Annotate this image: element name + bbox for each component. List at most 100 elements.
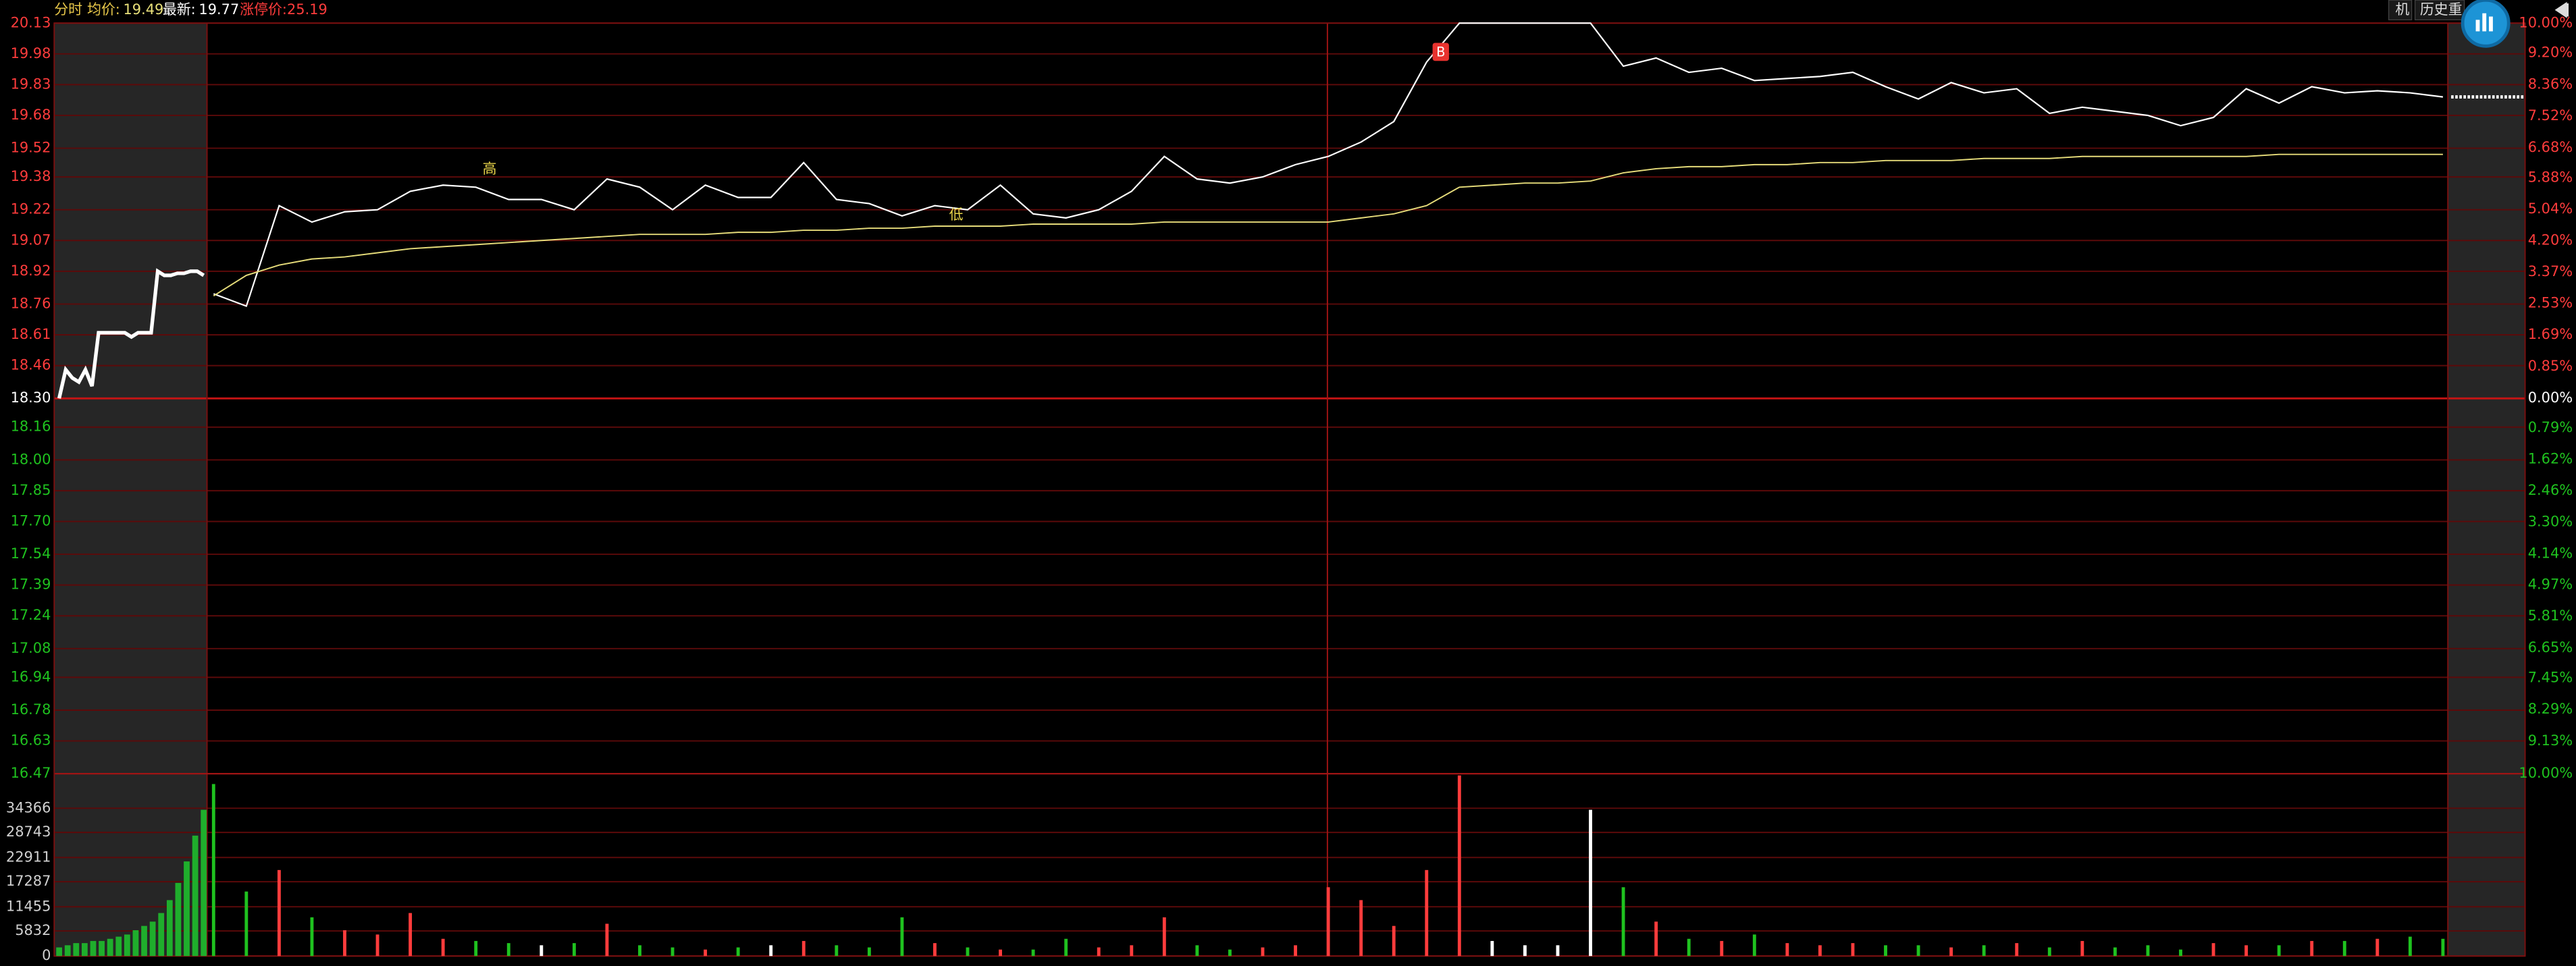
volume-tick-label: 22911 bbox=[6, 849, 51, 865]
auction-volume-bar bbox=[73, 943, 80, 957]
auction-volume-bar bbox=[124, 934, 130, 957]
y-tick-label: 19.22 bbox=[11, 201, 51, 217]
y-tick-label: 16.78 bbox=[11, 701, 51, 718]
volume-bar bbox=[867, 947, 871, 957]
volume-bar bbox=[2146, 945, 2150, 957]
volume-bar bbox=[671, 947, 675, 957]
toolbar-item[interactable]: 机 bbox=[2395, 1, 2409, 18]
volume-bar bbox=[2277, 945, 2281, 957]
y-tick-label: 19.68 bbox=[11, 107, 51, 123]
auction-volume-bar bbox=[81, 943, 88, 957]
y2-tick-label: 5.81% bbox=[2528, 608, 2573, 624]
volume-bar bbox=[1064, 938, 1068, 957]
y-tick-label: 16.94 bbox=[11, 668, 51, 685]
y-tick-label: 19.52 bbox=[11, 140, 51, 156]
y-tick-label: 17.70 bbox=[11, 512, 51, 529]
volume-bar bbox=[2342, 940, 2346, 957]
volume-bar bbox=[1523, 945, 1527, 957]
y-tick-label: 18.16 bbox=[11, 419, 51, 435]
volume-bar bbox=[1195, 945, 1199, 957]
y2-tick-label: 1.62% bbox=[2528, 450, 2573, 466]
y-tick-label: 17.85 bbox=[11, 482, 51, 498]
y2-tick-label: 9.20% bbox=[2528, 45, 2573, 61]
chart-icon-button[interactable] bbox=[2461, 0, 2511, 48]
y2-tick-label: 5.88% bbox=[2528, 169, 2573, 185]
volume-bar bbox=[2310, 940, 2314, 957]
volume-bar bbox=[211, 784, 215, 957]
volume-bar bbox=[2047, 947, 2051, 957]
volume-bar bbox=[1654, 921, 1658, 957]
auction-volume-bar bbox=[158, 913, 165, 957]
volume-bar bbox=[1326, 887, 1330, 957]
volume-bar bbox=[2113, 947, 2117, 957]
y2-tick-label: 6.65% bbox=[2528, 639, 2573, 655]
y-tick-label: 16.63 bbox=[11, 732, 51, 749]
y2-tick-label: 10.00% bbox=[2519, 14, 2573, 30]
toolbar-item[interactable]: 历史重 bbox=[2420, 1, 2463, 18]
toolbar-button[interactable] bbox=[2414, 0, 2465, 20]
limit-up-price: 涨停价:25.19 bbox=[240, 1, 327, 18]
y-tick-label: 16.47 bbox=[11, 765, 51, 781]
auction-volume-bar bbox=[184, 861, 190, 957]
last-label: 最新: bbox=[163, 1, 196, 18]
plot-frame bbox=[53, 22, 2526, 957]
volume-bar bbox=[1162, 917, 1166, 957]
auction-volume-bar bbox=[56, 947, 62, 957]
volume-bar bbox=[2211, 943, 2215, 957]
y-tick-label: 19.83 bbox=[11, 76, 51, 92]
volume-bar bbox=[1818, 945, 1822, 957]
volume-bar bbox=[375, 934, 379, 957]
average-line bbox=[213, 153, 2443, 297]
volume-bar bbox=[2080, 940, 2084, 957]
volume-tick-label: 28743 bbox=[6, 824, 51, 840]
volume-bar bbox=[835, 945, 839, 957]
volume-bar bbox=[638, 945, 641, 957]
avg-value: 19.49 bbox=[123, 1, 163, 18]
volume-bar bbox=[506, 943, 510, 957]
y2-tick-label: 3.30% bbox=[2528, 514, 2573, 530]
volume-bar bbox=[736, 947, 740, 957]
volume-bar bbox=[1982, 945, 1986, 957]
last-value: 19.77 bbox=[199, 1, 239, 18]
volume-bar bbox=[1884, 945, 1887, 957]
y-tick-label: 19.98 bbox=[11, 45, 51, 61]
volume-bar bbox=[1031, 949, 1035, 957]
auction-volume-bar bbox=[201, 809, 207, 957]
y-tick-label: 17.08 bbox=[11, 640, 51, 656]
volume-tick-label: 11455 bbox=[6, 898, 51, 914]
collapse-arrow[interactable] bbox=[2554, 1, 2569, 18]
buy-marker: B bbox=[1436, 45, 1445, 60]
y-tick-label: 18.00 bbox=[11, 451, 51, 467]
volume-bar bbox=[277, 869, 281, 957]
volume-tick-label: 17287 bbox=[6, 873, 51, 889]
y2-tick-label: 8.36% bbox=[2528, 76, 2573, 92]
y-tick-label: 20.13 bbox=[11, 14, 51, 30]
volume-bar bbox=[999, 949, 1003, 957]
marks bbox=[56, 22, 2524, 957]
auction-volume-bar bbox=[166, 900, 173, 957]
volume-bar bbox=[1097, 947, 1101, 957]
y-tick-label: 19.07 bbox=[11, 232, 51, 248]
volume-bar bbox=[2408, 936, 2412, 957]
auction-volume-bar bbox=[149, 921, 156, 957]
y-tick-label: 17.24 bbox=[11, 607, 51, 623]
y-tick-label: 18.92 bbox=[11, 263, 51, 279]
y-tick-label: 17.54 bbox=[11, 545, 51, 562]
volume-bar bbox=[540, 945, 544, 957]
volume-bar bbox=[933, 943, 937, 957]
auction-region bbox=[54, 23, 207, 957]
toolbar-button[interactable] bbox=[2388, 0, 2413, 20]
volume-bar bbox=[2244, 945, 2249, 957]
auction-volume-bar bbox=[99, 940, 105, 957]
y2-tick-label: 6.68% bbox=[2528, 139, 2573, 155]
buy-marker-box bbox=[1432, 43, 1449, 61]
auction-volume-bar bbox=[141, 925, 147, 957]
y2-tick-label: 1.69% bbox=[2528, 326, 2573, 342]
volume-bar bbox=[1785, 943, 1789, 957]
volume-bar bbox=[1621, 887, 1625, 957]
volume-bar bbox=[1490, 940, 1494, 957]
volume-bar bbox=[1294, 945, 1297, 957]
y2-tick-label: 3.37% bbox=[2528, 263, 2573, 279]
volume-bar bbox=[409, 913, 413, 957]
